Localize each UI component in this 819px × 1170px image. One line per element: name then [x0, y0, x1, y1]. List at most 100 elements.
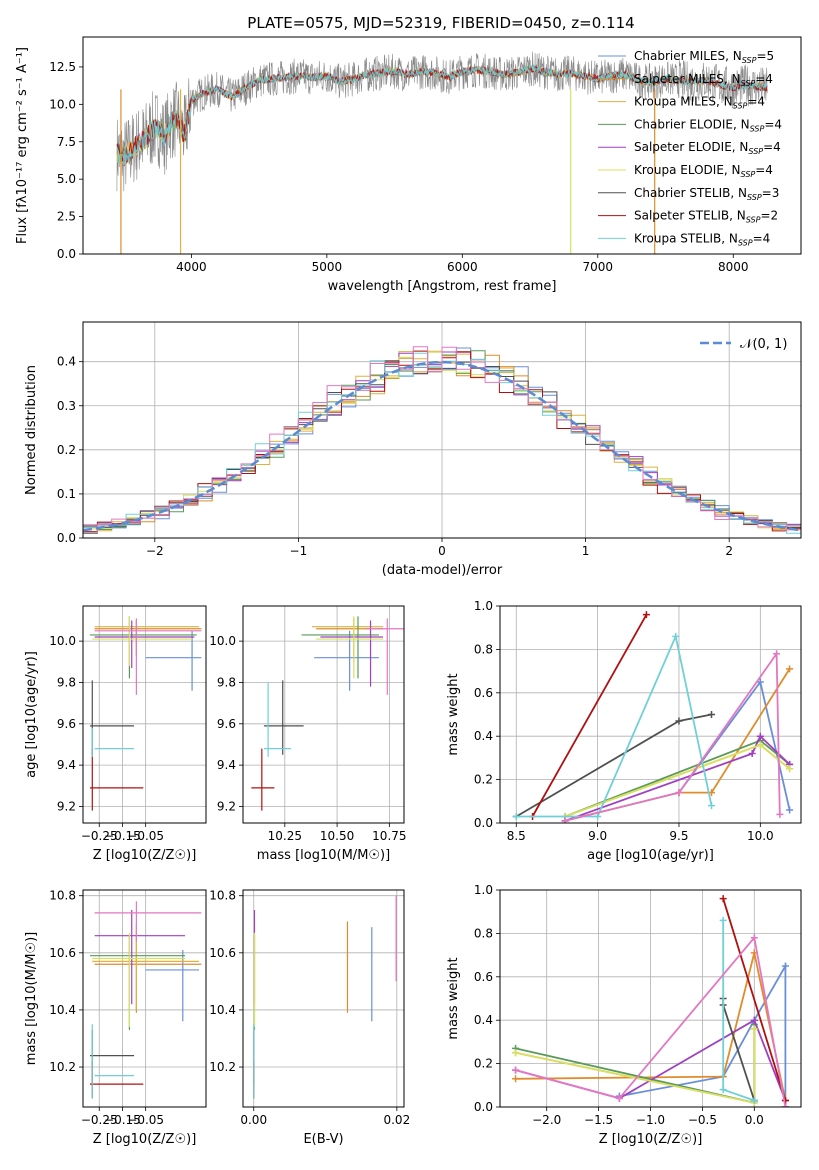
x-tick-label: 8.5: [507, 829, 526, 843]
y-axis-label: mass weight: [446, 673, 461, 755]
plot-area: [89, 616, 202, 811]
mass-weight-marker: [512, 812, 520, 820]
mass-weight-marker: [756, 732, 764, 740]
legend-entry: Kroupa ELODIE, NSSP=4: [634, 163, 773, 179]
x-tick-label: 1: [582, 544, 590, 558]
legend-subscript: SSP: [748, 147, 763, 156]
legend-subscript: SSP: [747, 193, 762, 202]
y-tick-label: 0.8: [474, 642, 493, 656]
panel-residual_hist: −2 −1 0 1 2 0.0 0.1 0.2 0.3 0.4 (data-model)/error…: [24, 321, 802, 578]
y-tick-label: 10.6: [49, 946, 76, 960]
axes-frame: [82, 889, 207, 1108]
mass-weight-marker: [748, 750, 756, 758]
y-tick-label: 10.2: [209, 1060, 236, 1074]
mass-weight-marker: [781, 962, 789, 970]
mass-weight-marker: [719, 1086, 727, 1094]
y-tick-label: 10.0: [209, 634, 236, 648]
mass-weight-line: [564, 679, 791, 822]
mass-weight-marker: [786, 765, 794, 773]
x-tick-label: 0: [438, 544, 446, 558]
plot-area: [89, 901, 202, 1099]
legend-subscript: SSP: [733, 102, 748, 111]
x-tick-label: 4000: [176, 260, 207, 274]
x-axis-label: mass [log10(M/M☉)]: [257, 848, 390, 863]
plot-area: [512, 895, 789, 1107]
mass-weight-marker: [512, 1066, 520, 1074]
panel-massweight_vs_age: 8.5 9.0 9.5 10.0 0.0 0.2 0.4 0.6 0.8 1.0 age [log1…: [446, 599, 802, 863]
mass-weight-marker: [750, 1096, 758, 1104]
y-tick-label: 10.0: [49, 634, 76, 648]
y-axis-label: Flux [fλ10⁻¹⁷ erg cm⁻² s⁻¹ A⁻¹]: [15, 47, 30, 244]
x-axis-label: E(B-V): [303, 1132, 343, 1147]
mass-weight-marker: [675, 717, 683, 725]
legend-subscript: SSP: [741, 79, 756, 88]
axes-frame: [499, 889, 802, 1108]
legend-value: =4: [763, 140, 781, 154]
legend-value: =2: [760, 209, 778, 223]
axes-frame: [82, 321, 802, 539]
panel-mass_vs_Z: −0.25−0.15−0.05 10.2 10.4 10.6 10.8 Z [log10(…: [24, 889, 207, 1147]
mass-weight-marker: [756, 741, 764, 749]
mass-weight-marker: [708, 711, 716, 718]
y-tick-label: 0.2: [474, 773, 493, 787]
y-tick-label: 0.8: [474, 926, 493, 940]
legend-value: =3: [762, 186, 780, 200]
mass-weight-marker: [756, 678, 764, 686]
axes-frame: [242, 889, 405, 1108]
x-tick-label: 10.0: [747, 829, 774, 843]
y-tick-label: 10.8: [49, 889, 76, 903]
legend-entry: 𝒩(0, 1): [740, 337, 787, 352]
y-axis-label: age [log10(age/yr)]: [24, 651, 39, 778]
y-axis-label: Normed distribution: [24, 365, 39, 495]
y-tick-label: 0.0: [474, 816, 493, 830]
x-tick-label: 10.25: [268, 829, 302, 843]
y-tick-label: 0.0: [57, 247, 76, 261]
y-tick-label: 10.2: [49, 1060, 76, 1074]
y-tick-label: 10.4: [209, 1003, 236, 1017]
y-tick-label: 9.8: [217, 675, 236, 689]
x-tick-label: −0.05: [127, 1113, 164, 1127]
x-tick-label: −1.0: [636, 1113, 665, 1127]
axes-frame: [499, 605, 802, 824]
y-tick-label: 9.6: [217, 717, 236, 731]
y-tick-label: 9.8: [57, 675, 76, 689]
y-axis-label: mass [log10(M/M☉)]: [24, 932, 39, 1065]
legend-value: =4: [747, 95, 765, 109]
legend-value: =4: [764, 117, 782, 131]
x-tick-label: −0.5: [688, 1113, 717, 1127]
y-tick-label: 0.0: [474, 1100, 493, 1114]
x-tick-label: 5000: [312, 260, 343, 274]
mass-weight-marker: [750, 1016, 758, 1024]
x-tick-label: −2: [146, 544, 164, 558]
x-tick-label: −0.05: [127, 829, 164, 843]
mass-weight-marker: [750, 934, 758, 942]
histogram-steps: [83, 346, 801, 533]
mass-weight-marker: [512, 1075, 520, 1083]
legend-value: =4: [755, 163, 773, 177]
legend-entry: Chabrier MILES, NSSP=5: [634, 49, 774, 65]
mass-weight-marker: [594, 812, 602, 820]
model-spectrum-line: [116, 63, 768, 166]
mass-weight-marker: [615, 1094, 623, 1102]
y-tick-label: 9.2: [57, 799, 76, 813]
x-tick-label: −1: [290, 544, 308, 558]
mass-weight-line: [515, 935, 787, 1107]
mass-weight-marker: [786, 806, 794, 814]
y-tick-label: 10.8: [209, 889, 236, 903]
y-tick-label: 9.6: [57, 717, 76, 731]
legend: Chabrier MILES, NSSP=5 Salpeter MILES, NS…: [598, 49, 782, 247]
legend-value: =4: [753, 231, 771, 245]
y-tick-label: 7.5: [57, 135, 76, 149]
x-axis-label: Z [log10(Z/Z☉)]: [93, 1132, 197, 1147]
y-tick-label: 0.6: [474, 970, 493, 984]
mass-weight-marker: [708, 802, 716, 810]
legend-value: =4: [755, 72, 773, 86]
x-tick-label: 8000: [718, 260, 749, 274]
y-tick-label: 0.1: [57, 487, 76, 501]
x-tick-label: −2.0: [532, 1113, 561, 1127]
y-tick-label: 9.2: [217, 799, 236, 813]
y-tick-label: 10.6: [209, 946, 236, 960]
legend-subscript: SSP: [741, 170, 756, 179]
mass-weight-marker: [781, 1103, 789, 1107]
